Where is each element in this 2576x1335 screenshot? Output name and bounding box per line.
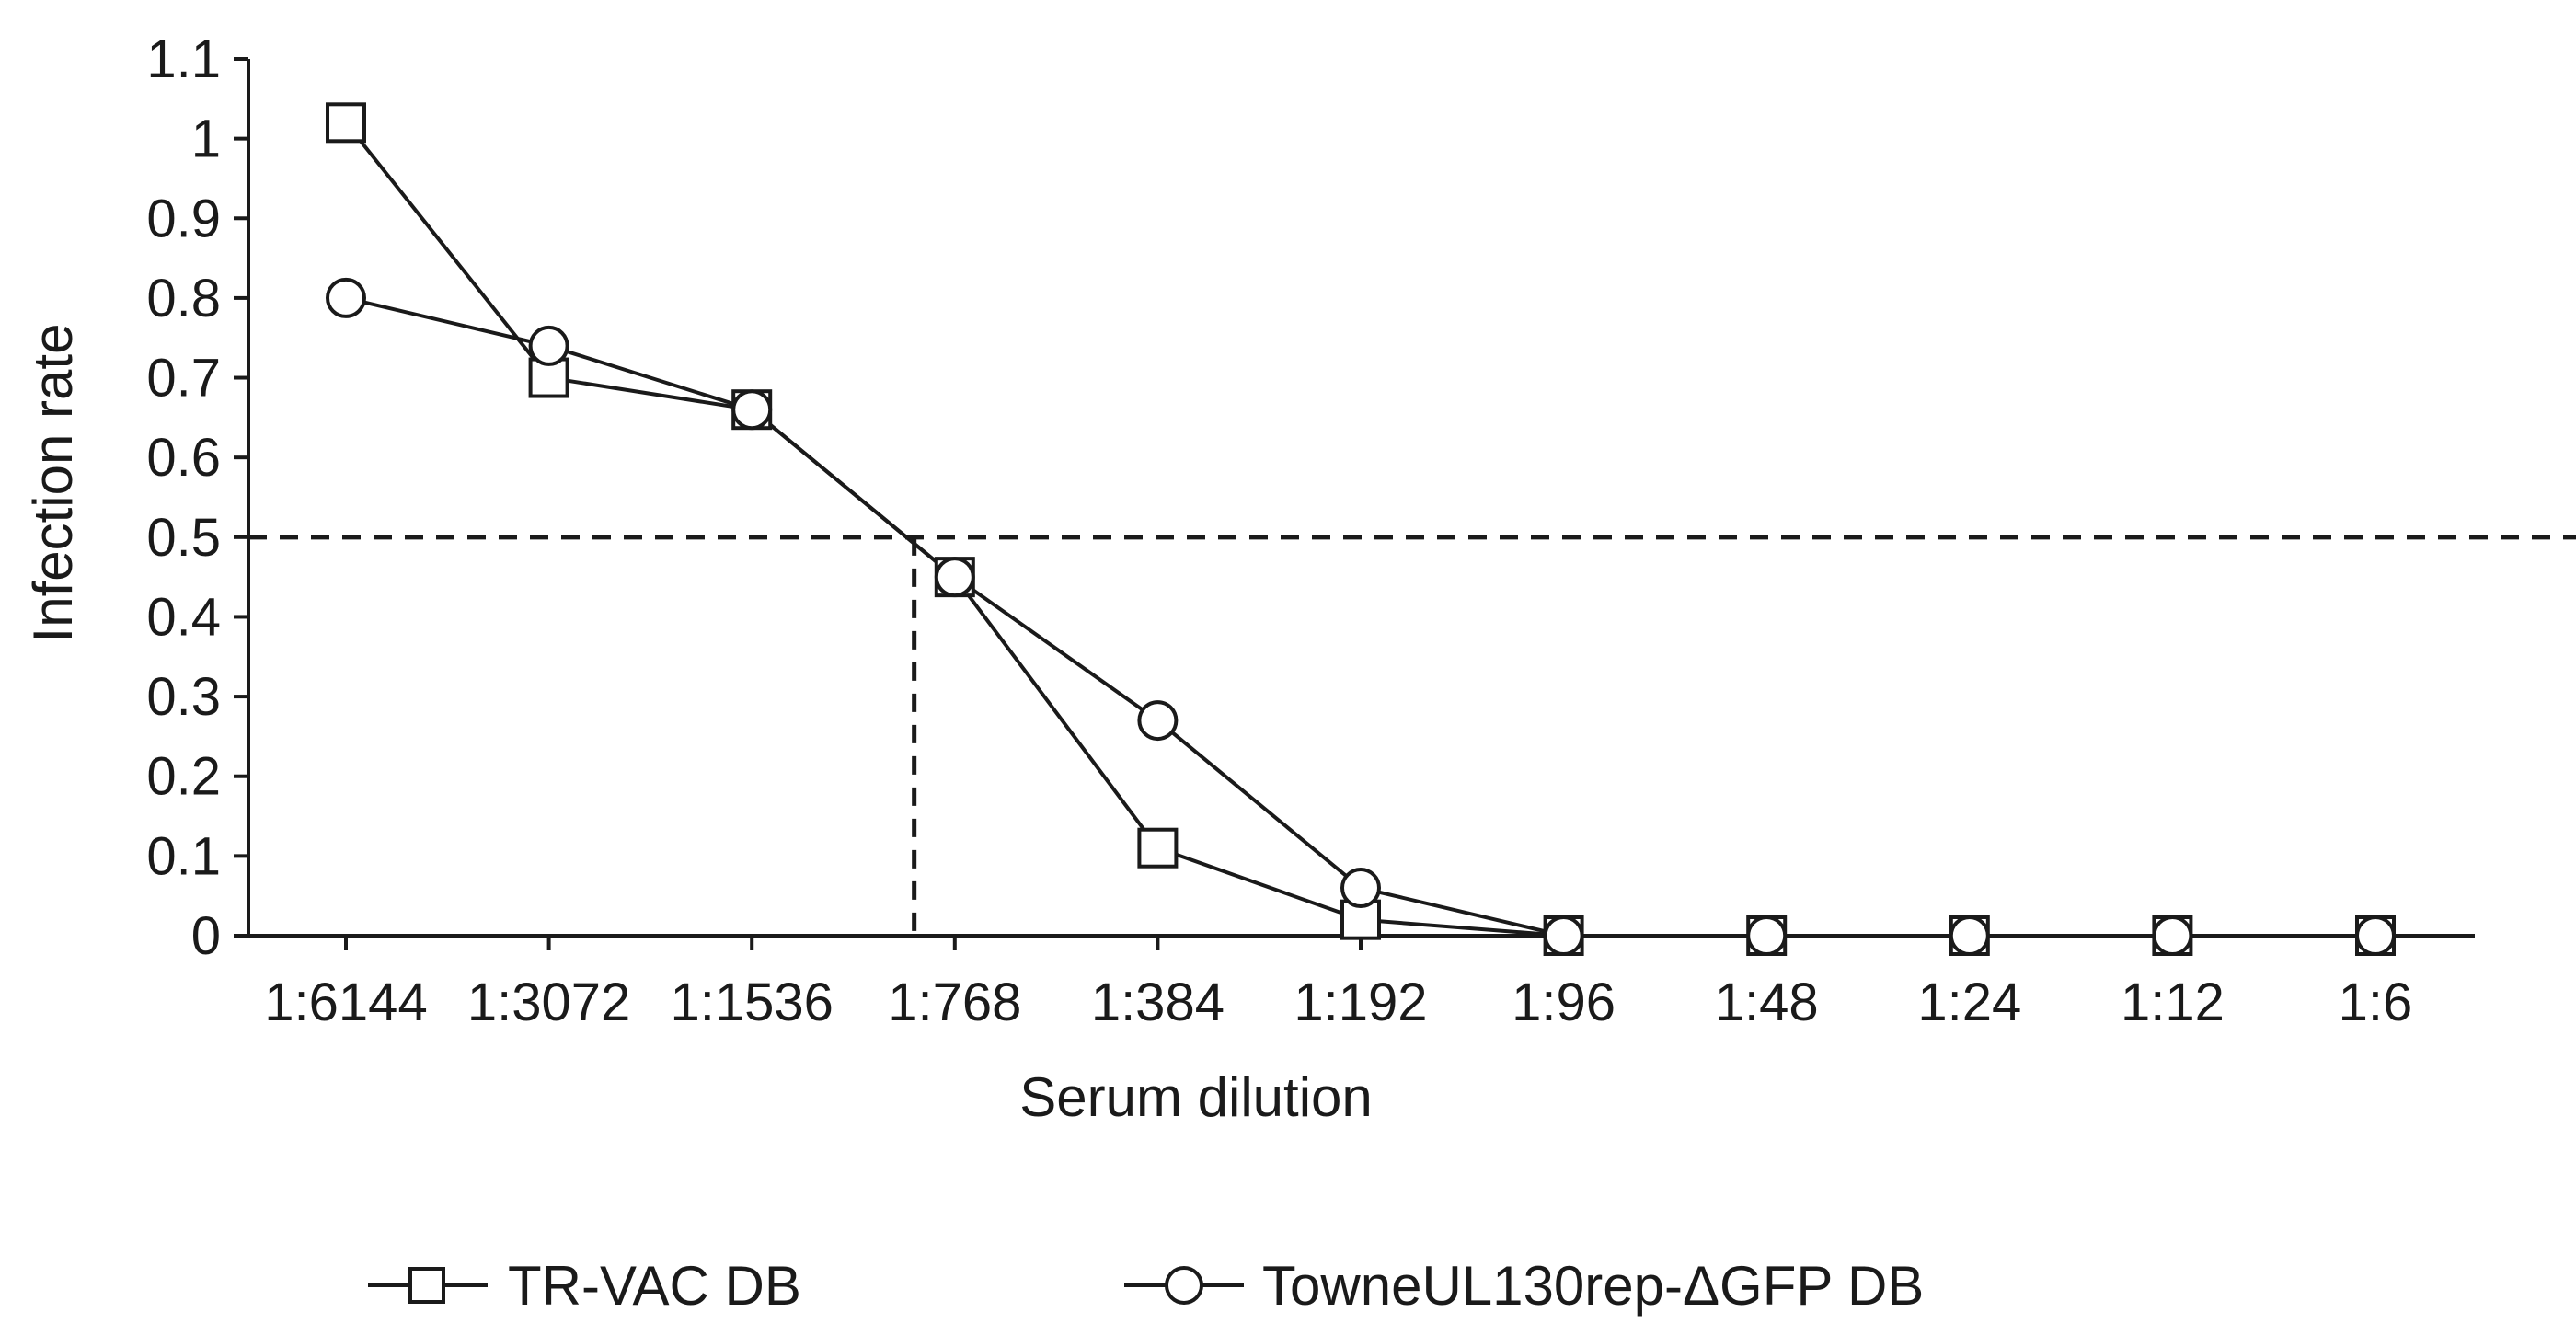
data-point-towne xyxy=(2355,915,2396,956)
data-point-towne xyxy=(326,277,366,318)
data-point-tr-vac xyxy=(326,102,366,144)
y-tick-label: 1.1 xyxy=(146,29,221,89)
x-tick-label: 1:1536 xyxy=(670,972,833,1032)
x-tick-label: 1:768 xyxy=(888,972,1021,1032)
y-tick-label: 0.1 xyxy=(146,826,221,886)
y-tick-label: 1 xyxy=(191,109,221,169)
y-tick-label: 0 xyxy=(191,906,221,966)
data-point-towne xyxy=(1543,915,1584,956)
reference-lines-layer xyxy=(248,535,2576,936)
legend-square-marker xyxy=(408,1267,445,1304)
x-tick-label: 1:384 xyxy=(1091,972,1225,1032)
data-point-towne xyxy=(528,325,569,366)
x-tick-label: 1:96 xyxy=(1512,972,1616,1032)
x-tick-label: 1:6 xyxy=(2339,972,2413,1032)
axes-layer xyxy=(234,57,2475,950)
y-tick-label: 0.3 xyxy=(146,667,221,727)
legend-label-tr-vac: TR-VAC DB xyxy=(508,1255,801,1317)
y-tick-label: 0.9 xyxy=(146,189,221,248)
y-tick-label: 0.4 xyxy=(146,587,221,647)
legend-item-tr-vac: TR-VAC DB xyxy=(368,1255,801,1317)
x-tick-label: 1:12 xyxy=(2121,972,2225,1032)
tick-labels-layer: 0 0.1 0.2 0.3 0.4 0.5 0.6 0.7 0.8 0.9 1 1.1 1:6144 1:… xyxy=(146,29,2412,1032)
x-tick-label: 1:192 xyxy=(1294,972,1427,1032)
y-tick-label: 0.6 xyxy=(146,428,221,488)
data-point-towne xyxy=(1137,700,1179,742)
x-axis-title: Serum dilution xyxy=(1019,1066,1373,1128)
legend: TR-VAC DB TowneUL130rep-ΔGFP DB xyxy=(368,1255,1924,1317)
data-point-tr-vac xyxy=(1137,827,1179,869)
x-tick-label: 1:6144 xyxy=(264,972,427,1032)
data-point-towne xyxy=(731,389,773,431)
data-point-towne xyxy=(934,557,975,598)
legend-label-towne: TowneUL130rep-ΔGFP DB xyxy=(1262,1255,1924,1317)
y-tick-label: 0.2 xyxy=(146,747,221,807)
data-point-towne xyxy=(2152,915,2193,956)
series-layer xyxy=(326,102,2396,956)
y-tick-label: 0.8 xyxy=(146,269,221,328)
y-axis-title: Infection rate xyxy=(22,324,84,643)
x-tick-label: 1:24 xyxy=(1917,972,2021,1032)
legend-item-towne: TowneUL130rep-ΔGFP DB xyxy=(1124,1255,1924,1317)
legend-circle-marker xyxy=(1165,1266,1203,1305)
x-tick-label: 1:48 xyxy=(1715,972,1819,1032)
x-tick-label: 1:3072 xyxy=(467,972,630,1032)
data-point-towne xyxy=(1340,868,1381,909)
y-tick-label: 0.5 xyxy=(146,508,221,568)
y-tick-label: 0.7 xyxy=(146,349,221,409)
data-point-towne xyxy=(1949,915,1990,956)
series-line-tr-vac xyxy=(344,121,2375,938)
data-point-towne xyxy=(1746,915,1788,956)
